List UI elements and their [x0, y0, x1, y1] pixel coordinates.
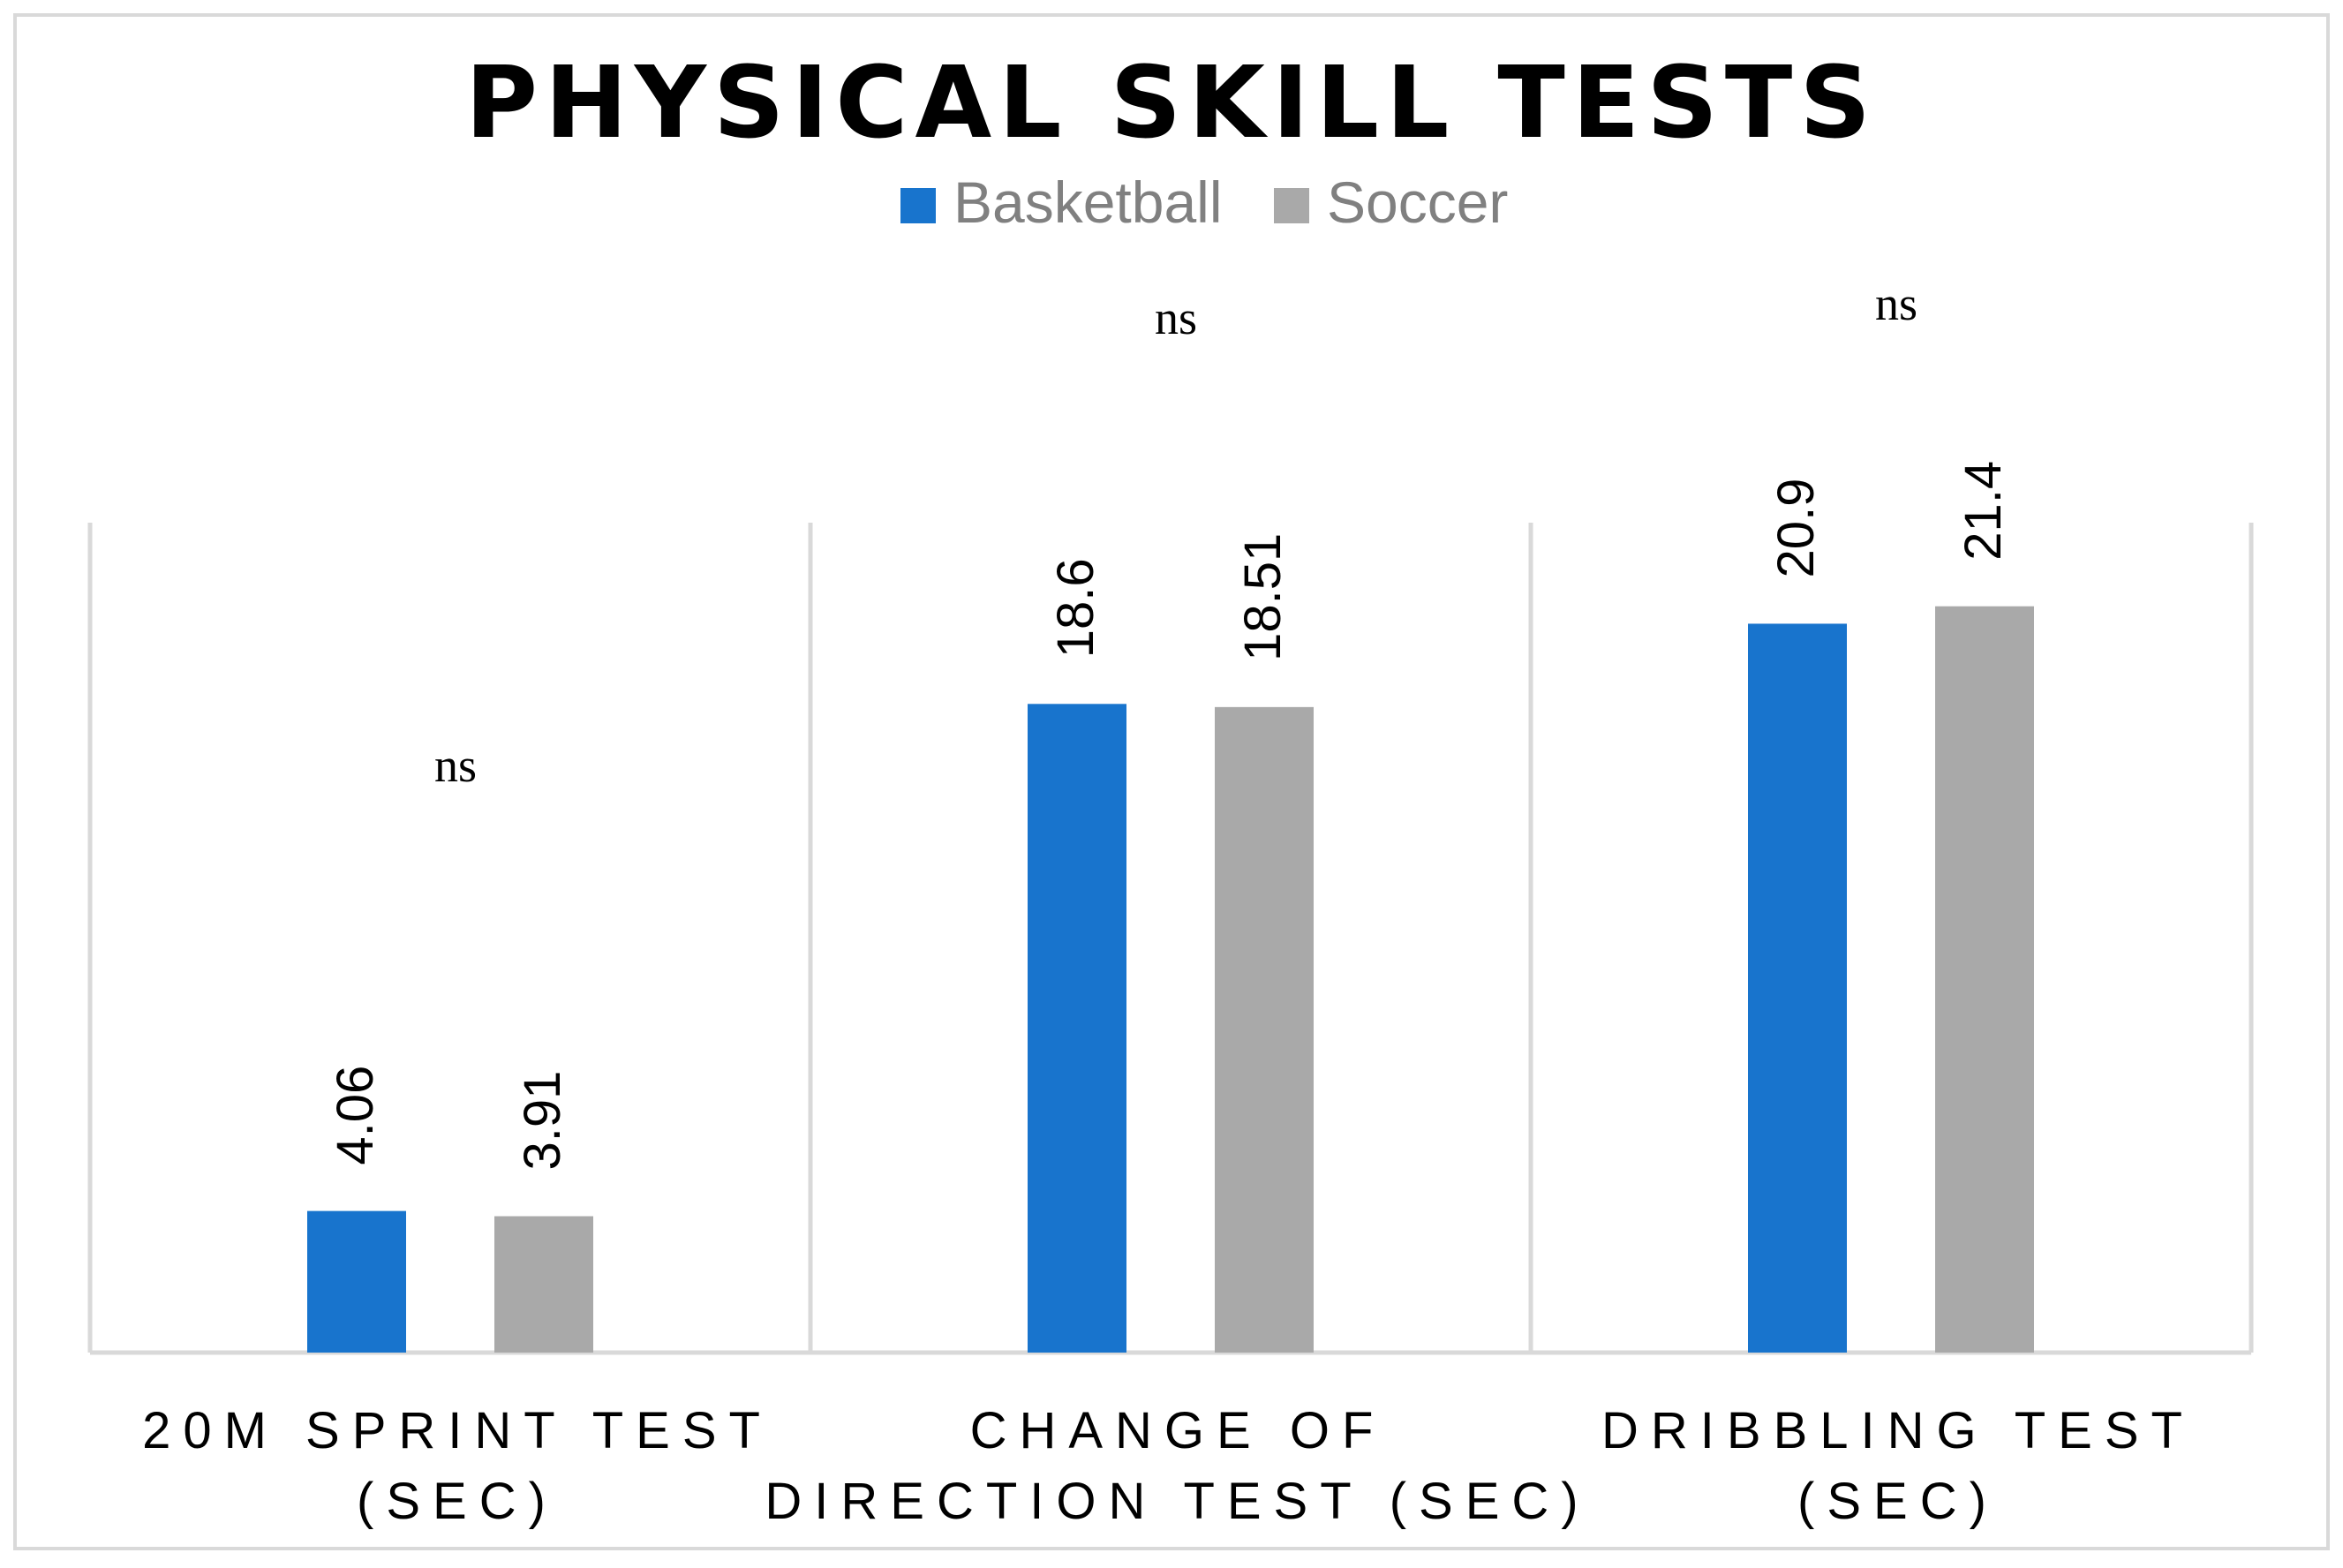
- chart-title: PHYSICAL SKILL TESTS: [465, 46, 1878, 161]
- legend-swatch-basketball: [900, 188, 936, 223]
- significance-annotation: ns: [1155, 291, 1197, 344]
- plot-area: 4.06 18.6 20.9 3.91 18.51 21.4 ns ns ns 20M SPRIN…: [87, 277, 2254, 1530]
- significance-annotation: ns: [1875, 277, 1917, 330]
- x-tick-label: 20M SPRINT TEST: [142, 1402, 772, 1459]
- data-label: 18.51: [1234, 533, 1292, 661]
- legend-swatch-soccer: [1274, 188, 1309, 223]
- legend: Basketball Soccer: [900, 170, 1508, 235]
- bar-soccer-3: [1935, 606, 2034, 1353]
- x-tick-label: DIRECTION TEST (SEC): [765, 1473, 1590, 1530]
- significance-annotation: ns: [434, 739, 477, 792]
- x-tick-label: DRIBBLING TEST: [1601, 1402, 2195, 1459]
- data-label: 4.06: [327, 1066, 384, 1165]
- bar-soccer-1: [494, 1216, 593, 1353]
- data-label: 3.91: [514, 1071, 571, 1171]
- bar-soccer-2: [1215, 706, 1314, 1353]
- x-tick-label: (SEC): [357, 1473, 558, 1530]
- bar-basketball-3: [1748, 623, 1847, 1353]
- bar-basketball-2: [1028, 704, 1126, 1353]
- legend-label: Soccer: [1327, 170, 1508, 235]
- data-label: 20.9: [1767, 479, 1825, 578]
- x-tick-label: CHANGE OF: [970, 1402, 1386, 1459]
- bar-basketball-1: [307, 1210, 406, 1353]
- data-label: 21.4: [1955, 461, 2012, 561]
- data-label: 18.6: [1047, 558, 1104, 658]
- x-tick-label: (SEC): [1797, 1473, 1999, 1530]
- legend-label: Basketball: [953, 170, 1223, 235]
